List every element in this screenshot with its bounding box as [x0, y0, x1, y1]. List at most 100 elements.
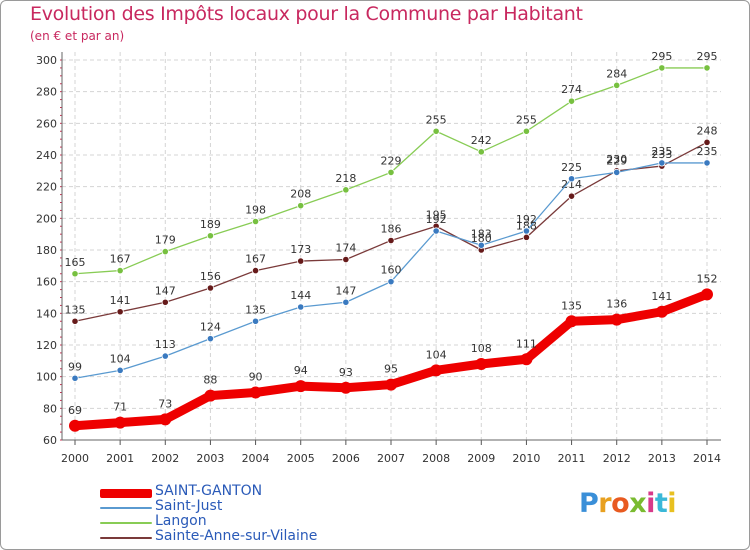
data-point	[161, 298, 169, 306]
data-point	[297, 303, 305, 311]
data-point	[249, 386, 262, 399]
data-point	[522, 227, 531, 235]
data-label: 136	[606, 298, 627, 311]
x-tick-label: 2009	[467, 452, 495, 465]
data-point	[294, 380, 307, 393]
data-label: 174	[335, 242, 356, 255]
data-label: 214	[561, 178, 582, 191]
data-point	[116, 266, 124, 275]
x-tick-label: 2012	[603, 452, 631, 465]
data-point	[206, 232, 215, 240]
x-tick-label: 2010	[512, 452, 540, 465]
data-label: 192	[426, 213, 447, 226]
data-point	[71, 317, 79, 325]
data-point	[114, 416, 127, 429]
data-label: 152	[697, 272, 718, 285]
data-point	[658, 64, 666, 72]
data-point	[251, 317, 260, 325]
x-tick-label: 2003	[196, 452, 224, 465]
data-label: 188	[516, 219, 537, 232]
data-point	[339, 381, 352, 394]
legend-swatch	[100, 536, 152, 539]
data-label: 225	[561, 161, 582, 174]
y-tick-label: 140	[36, 307, 57, 320]
data-label: 192	[516, 213, 537, 226]
data-point	[432, 227, 440, 235]
y-tick-label: 160	[36, 276, 57, 289]
data-point	[610, 313, 623, 326]
data-label: 156	[200, 270, 221, 283]
data-point	[477, 241, 485, 249]
x-tick-label: 2011	[558, 452, 586, 465]
data-point	[658, 159, 666, 167]
data-label: 284	[606, 67, 627, 80]
legend-label: Saint-Just	[155, 498, 223, 514]
logo-letter: r	[598, 488, 612, 519]
data-point	[251, 217, 260, 226]
chart-title: Evolution des Impôts locaux pour la Comm…	[30, 3, 583, 25]
data-point	[655, 305, 668, 318]
data-point	[387, 236, 395, 245]
data-label: 99	[68, 360, 82, 373]
y-tick-label: 80	[43, 402, 57, 415]
data-point	[567, 175, 576, 183]
data-point	[475, 358, 488, 370]
legend-swatch	[100, 506, 152, 509]
data-point	[204, 389, 217, 402]
data-label: 141	[110, 294, 131, 307]
logo-letter: o	[611, 488, 630, 519]
data-point	[701, 288, 713, 301]
data-label: 233	[651, 148, 672, 161]
x-tick-label: 2007	[377, 452, 405, 465]
proxiti-logo: Proxiti	[579, 488, 677, 519]
data-label: 108	[471, 342, 492, 355]
data-label: 167	[110, 253, 131, 266]
data-label: 235	[697, 145, 718, 158]
y-tick-label: 200	[36, 212, 57, 225]
data-point	[71, 374, 79, 382]
data-label: 218	[335, 172, 356, 185]
data-point	[430, 364, 443, 377]
data-label: 180	[471, 232, 492, 245]
data-label: 295	[697, 50, 718, 63]
data-label: 71	[113, 401, 127, 414]
data-point	[206, 284, 215, 292]
data-label: 141	[651, 290, 672, 303]
data-point	[567, 192, 576, 200]
data-label: 135	[65, 303, 86, 316]
data-point	[703, 159, 711, 167]
x-tick-label: 2002	[151, 452, 179, 465]
data-point	[69, 419, 81, 432]
data-point	[297, 257, 305, 265]
data-label: 229	[606, 154, 627, 167]
data-point	[565, 315, 578, 328]
x-tick-label: 2006	[332, 452, 360, 465]
x-tick-label: 2005	[287, 452, 315, 465]
data-label: 135	[561, 299, 582, 312]
data-label: 173	[290, 243, 311, 256]
data-point	[297, 202, 305, 210]
data-label: 189	[200, 218, 221, 231]
x-tick-label: 2008	[422, 452, 450, 465]
data-label: 144	[290, 289, 311, 302]
data-label: 167	[245, 253, 266, 266]
chart-subtitle: (en € et par an)	[30, 29, 125, 43]
data-label: 255	[516, 113, 537, 126]
data-label: 183	[471, 227, 492, 240]
data-label: 90	[249, 371, 263, 384]
data-label: 94	[294, 364, 308, 377]
data-label: 255	[426, 113, 447, 126]
data-label: 93	[339, 366, 353, 379]
data-point	[477, 148, 485, 156]
data-label: 104	[426, 348, 447, 361]
data-label: 160	[381, 264, 402, 277]
x-tick-label: 2000	[61, 452, 89, 465]
data-label: 113	[155, 338, 176, 351]
data-point	[613, 168, 621, 177]
data-label: 274	[561, 83, 582, 96]
data-label: 104	[110, 352, 131, 365]
legend-label: Langon	[155, 513, 207, 529]
data-point	[251, 266, 260, 275]
data-label: 88	[203, 374, 217, 387]
logo-letter: x	[629, 488, 647, 519]
